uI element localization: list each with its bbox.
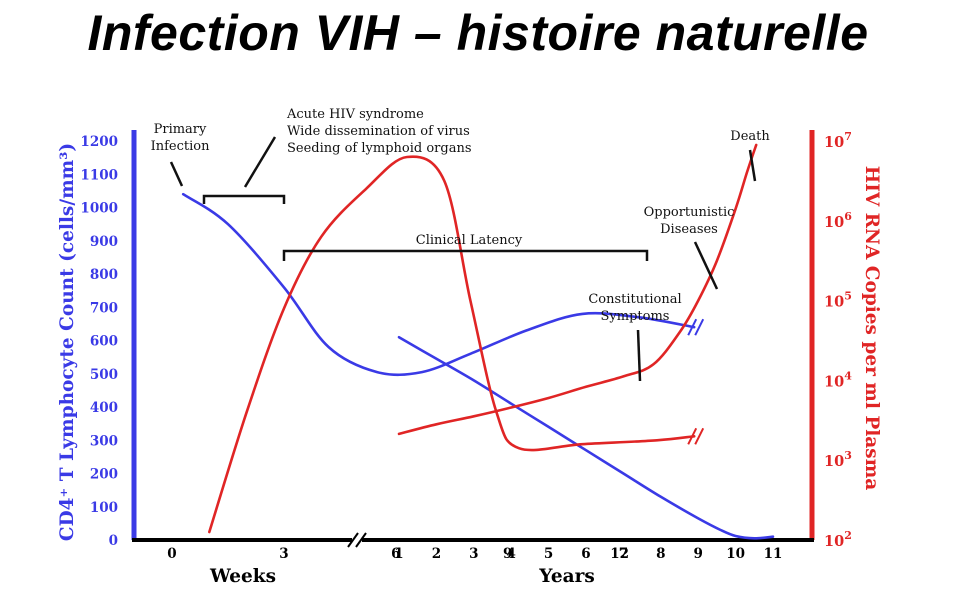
left-axis-tick-label: 700 [90,300,118,316]
series-layer [181,143,775,540]
x-tick-label-years: 1 [394,546,403,562]
left-axis-tick-label: 800 [90,267,118,283]
x-axis-break-slash [347,532,359,548]
x-tick-label-weeks: 3 [279,546,288,562]
cd4-break-mark [687,318,698,336]
right-axis-tick-label: 103 [824,449,852,470]
left-axis-tick-label: 500 [90,367,118,383]
cd4-break-mark [694,318,705,336]
left-axis-tick-label: 200 [90,467,118,483]
annotation-layer: Primary Infection Acute HIV syndrome Wide d… [151,107,770,382]
right-axis-tick-label: 107 [824,130,852,151]
cd4-line-weeks [181,192,696,377]
x-axis-title-weeks: Weeks [209,566,276,587]
left-axis-tick-label: 1100 [80,167,118,183]
annotation-opportunistic-diseases: Diseases [660,222,718,237]
x-tick-label-years: 9 [693,546,702,562]
left-axis-tick-label: 1000 [80,201,118,217]
annotation-leader-constitutional [636,329,642,382]
tick-exponent: 2 [844,529,852,542]
annotation-leader-primary [169,161,184,187]
annotation-constitutional-symptoms: Symptoms [601,309,670,324]
x-tick-label-years: 4 [506,546,515,562]
tick-exponent: 5 [844,290,852,303]
x-tick-label-years: 6 [581,546,590,562]
tick-base: 10 [824,134,844,151]
right-axis-tick-label: 106 [824,210,852,231]
annotation-acute-syndrome: Wide dissemination of virus [287,124,470,139]
tick-base: 10 [824,214,844,231]
label-layer: 0100200300400500600700800900100011001200… [57,130,882,587]
x-tick-label-years: 7 [619,546,628,562]
right-axis-tick-label: 105 [824,290,852,311]
x-tick-label-years: 11 [764,546,783,562]
annotation-primary-infection: Primary [154,122,207,137]
left-axis-tick-label: 1200 [80,134,118,150]
x-tick-label-years: 5 [544,546,553,562]
x-tick-label-weeks: 6 [391,546,400,562]
left-axis-tick-label: 100 [90,500,118,516]
left-axis-tick-label: 300 [90,433,118,449]
right-axis-title: HIV RNA Copies per ml Plasma [861,166,882,491]
cd4-line-years [397,335,775,540]
annotation-leader-death [748,149,757,182]
bracket-acute [202,194,286,204]
annotation-acute-syndrome: Seeding of lymphoid organs [287,141,472,156]
x-tick-label-weeks: 12 [610,546,629,562]
tick-exponent: 6 [844,210,852,223]
right-axis-tick-label: 102 [824,529,852,550]
left-axis-tick-label: 400 [90,400,118,416]
annotation-constitutional-symptoms: Constitutional [588,292,681,307]
tick-exponent: 4 [844,369,852,382]
tick-base: 10 [824,294,844,311]
axes-layer [131,130,815,548]
x-axis-break-slash [355,532,367,548]
tick-exponent: 3 [844,449,852,462]
hiv-rna-line-years [397,143,758,436]
hiv-rna-break-mark [694,427,705,445]
annotation-acute-syndrome: Acute HIV syndrome [286,107,424,122]
x-axis-title-years: Years [538,566,595,587]
left-axis-tick-label: 600 [90,334,118,350]
tick-base: 10 [824,453,844,470]
annotation-clinical-latency: Clinical Latency [416,233,523,248]
annotation-death: Death [730,129,770,144]
annotation-primary-infection: Infection [151,139,211,154]
slide-title: Infection VIH – histoire naturelle [87,5,869,61]
right-axis-tick-label: 104 [824,369,852,390]
tick-exponent: 7 [844,130,852,143]
annotation-opportunistic-diseases: Opportunistic [644,205,735,220]
x-tick-label-weeks: 0 [167,546,176,562]
tick-base: 10 [824,533,844,550]
hiv-rna-break-mark [687,427,698,445]
x-tick-label-weeks: 9 [503,546,512,562]
x-tick-label-years: 3 [469,546,478,562]
x-tick-label-years: 8 [656,546,665,562]
annotation-leader-opportunistic [693,241,719,290]
left-axis-tick-label: 900 [90,234,118,250]
x-tick-label-years: 2 [432,546,441,562]
left-axis-tick-label: 0 [109,533,118,549]
x-tick-label-years: 10 [726,546,745,562]
tick-base: 10 [824,373,844,390]
left-axis-title: CD4⁺ T Lymphocyte Count (cells/mm³) [57,143,78,541]
annotation-leader-acute [243,136,277,188]
bracket-latency [282,249,649,261]
x-axis-break-gap [352,534,362,546]
hiv-rna-line-weeks [208,155,696,534]
